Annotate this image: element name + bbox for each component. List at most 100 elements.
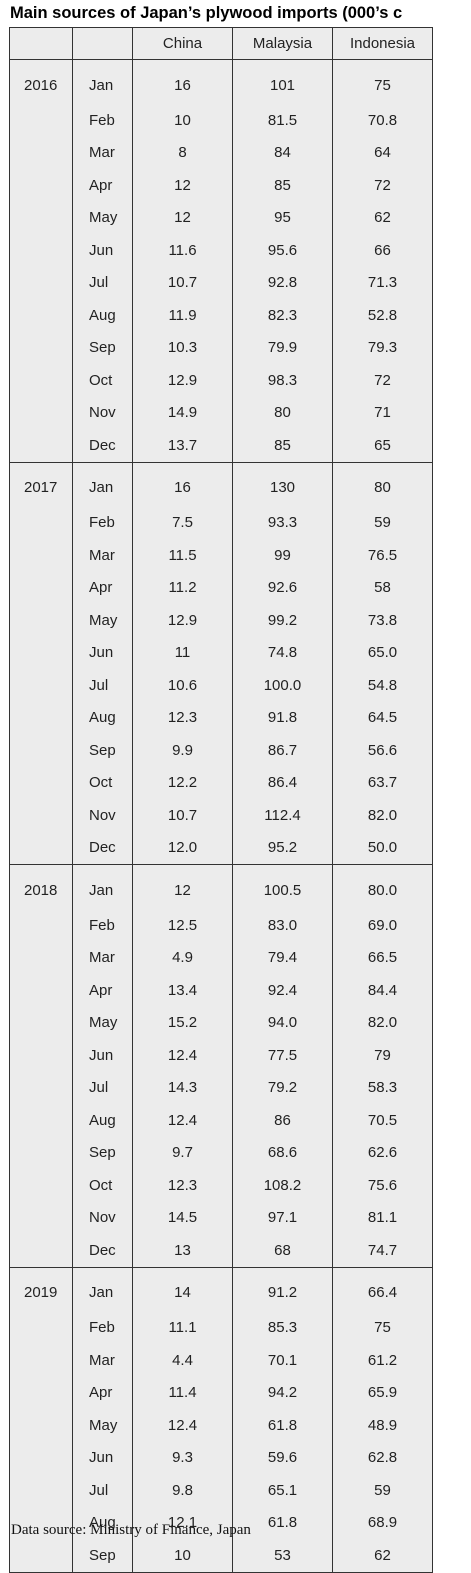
indonesia-value-cell: 65 (332, 429, 433, 463)
year-cell-empty (9, 364, 73, 397)
china-value-cell: 10.3 (132, 331, 233, 364)
indonesia-value-cell: 70.5 (332, 1104, 433, 1137)
data-source-note: Data source: Ministry of Finance, Japan (11, 1522, 251, 1538)
indonesia-value-cell: 76.5 (332, 539, 433, 572)
table-row: Dec 13 68 74.7 (9, 1234, 433, 1268)
table-row: Jun 9.3 59.6 62.8 (9, 1441, 433, 1474)
china-value-cell: 12.5 (132, 909, 233, 942)
table-row: Mar 11.5 99 76.5 (9, 539, 433, 572)
china-value-cell: 16 (132, 462, 233, 507)
china-value-cell: 12 (132, 864, 233, 909)
year-cell-empty (9, 1474, 73, 1507)
table-row: Sep 9.9 86.7 56.6 (9, 734, 433, 767)
year-cell-empty (9, 429, 73, 463)
month-cell: May (72, 1409, 133, 1442)
malaysia-value-cell: 84 (232, 136, 333, 169)
china-value-cell: 12.9 (132, 604, 233, 637)
china-value-cell: 11.9 (132, 299, 233, 332)
china-value-cell: 12.4 (132, 1409, 233, 1442)
china-value-cell: 9.3 (132, 1441, 233, 1474)
month-cell: Jul (72, 266, 133, 299)
malaysia-value-cell: 91.8 (232, 701, 333, 734)
indonesia-value-cell: 72 (332, 364, 433, 397)
table-row: Mar 8 84 64 (9, 136, 433, 169)
table-row: May 12.4 61.8 48.9 (9, 1409, 433, 1442)
china-value-cell: 12.3 (132, 701, 233, 734)
table-row: Nov 14.5 97.1 81.1 (9, 1201, 433, 1234)
indonesia-value-cell: 66.5 (332, 941, 433, 974)
malaysia-value-cell: 95 (232, 201, 333, 234)
malaysia-value-cell: 81.5 (232, 104, 333, 137)
month-cell: Nov (72, 1201, 133, 1234)
china-value-cell: 10.7 (132, 799, 233, 832)
table-row: Aug 12.4 86 70.5 (9, 1104, 433, 1137)
month-cell: Aug (72, 1104, 133, 1137)
table-row: Jul 10.6 100.0 54.8 (9, 669, 433, 702)
table-row: May 15.2 94.0 82.0 (9, 1006, 433, 1039)
indonesia-value-cell: 74.7 (332, 1234, 433, 1268)
china-value-cell: 12 (132, 169, 233, 202)
table-row: Jul 14.3 79.2 58.3 (9, 1071, 433, 1104)
year-cell-empty (9, 1234, 73, 1268)
malaysia-value-cell: 92.8 (232, 266, 333, 299)
month-cell: May (72, 1006, 133, 1039)
month-cell: Feb (72, 506, 133, 539)
year-cell-empty (9, 1104, 73, 1137)
china-value-cell: 12.2 (132, 766, 233, 799)
month-cell: Jan (72, 1267, 133, 1312)
table-row: Jun 12.4 77.5 79 (9, 1039, 433, 1072)
indonesia-value-cell: 59 (332, 506, 433, 539)
malaysia-value-cell: 99 (232, 539, 333, 572)
china-value-cell: 12.9 (132, 364, 233, 397)
indonesia-value-cell: 70.8 (332, 104, 433, 137)
malaysia-value-cell: 91.2 (232, 1267, 333, 1312)
indonesia-value-cell: 68.9 (332, 1506, 433, 1539)
table-row: May 12.9 99.2 73.8 (9, 604, 433, 637)
year-cell-empty (9, 1409, 73, 1442)
month-cell: Aug (72, 701, 133, 734)
table-row: Sep 10.3 79.9 79.3 (9, 331, 433, 364)
indonesia-value-cell: 79 (332, 1039, 433, 1072)
malaysia-value-cell: 80 (232, 396, 333, 429)
china-value-cell: 14 (132, 1267, 233, 1312)
indonesia-value-cell: 73.8 (332, 604, 433, 637)
month-cell: May (72, 201, 133, 234)
indonesia-value-cell: 82.0 (332, 799, 433, 832)
china-value-cell: 10.6 (132, 669, 233, 702)
malaysia-value-cell: 92.4 (232, 974, 333, 1007)
malaysia-value-cell: 70.1 (232, 1344, 333, 1377)
indonesia-value-cell: 80 (332, 462, 433, 507)
china-value-cell: 10 (132, 104, 233, 137)
year-cell-empty (9, 1169, 73, 1202)
indonesia-value-cell: 61.2 (332, 1344, 433, 1377)
year-cell-empty (9, 766, 73, 799)
china-value-cell: 9.7 (132, 1136, 233, 1169)
china-value-cell: 10 (132, 1539, 233, 1573)
imports-table: China Malaysia Indonesia 2016 Jan 16 101 75 F… (9, 27, 433, 1573)
indonesia-value-cell: 79.3 (332, 331, 433, 364)
table-row: Nov 14.9 80 71 (9, 396, 433, 429)
indonesia-value-cell: 56.6 (332, 734, 433, 767)
malaysia-value-cell: 53 (232, 1539, 333, 1573)
china-value-cell: 8 (132, 136, 233, 169)
year-cell-empty (9, 1071, 73, 1104)
malaysia-value-cell: 99.2 (232, 604, 333, 637)
month-cell: Jul (72, 1474, 133, 1507)
indonesia-value-cell: 75 (332, 59, 433, 104)
indonesia-value-cell: 65.0 (332, 636, 433, 669)
year-cell-empty (9, 234, 73, 267)
month-cell: Jun (72, 636, 133, 669)
month-cell: Sep (72, 734, 133, 767)
month-cell: Mar (72, 1344, 133, 1377)
table-row: Apr 11.4 94.2 65.9 (9, 1376, 433, 1409)
indonesia-value-cell: 52.8 (332, 299, 433, 332)
indonesia-value-cell: 50.0 (332, 831, 433, 865)
table-row: Feb 12.5 83.0 69.0 (9, 909, 433, 942)
year-cell-empty (9, 266, 73, 299)
table-row: Apr 12 85 72 (9, 169, 433, 202)
malaysia-value-cell: 93.3 (232, 506, 333, 539)
table-row: Nov 10.7 112.4 82.0 (9, 799, 433, 832)
year-cell-empty (9, 941, 73, 974)
malaysia-value-cell: 61.8 (232, 1409, 333, 1442)
china-value-cell: 13 (132, 1234, 233, 1268)
